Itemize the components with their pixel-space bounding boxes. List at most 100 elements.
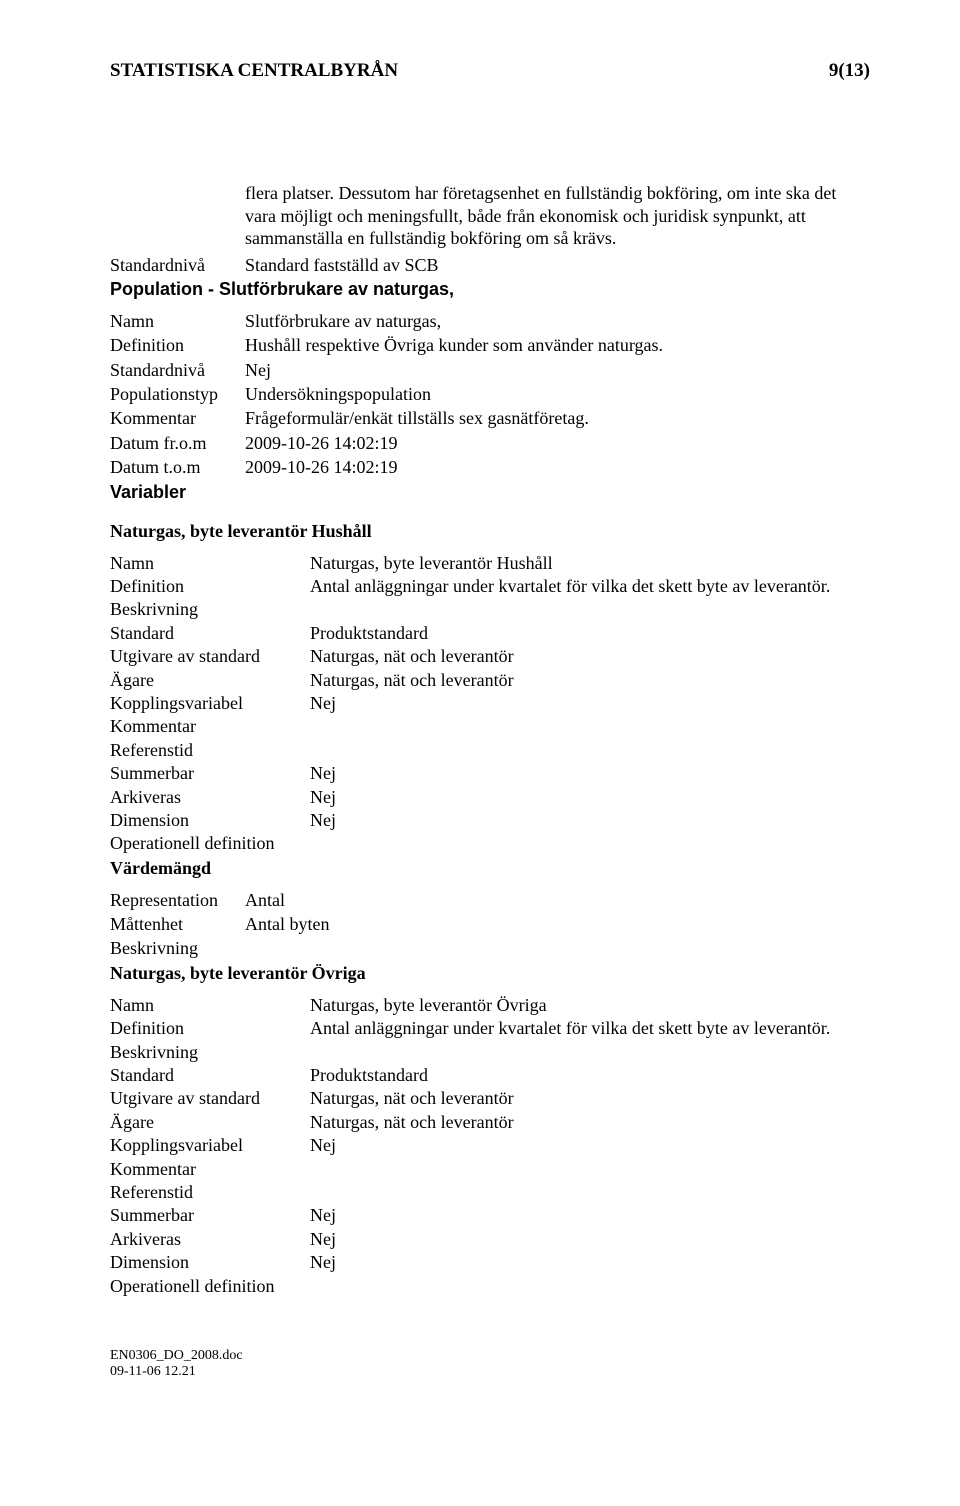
var1-kommentar: Kommentar	[110, 715, 870, 738]
org-name: STATISTISKA CENTRALBYRÅN	[110, 60, 398, 82]
row-kommentar: Kommentar Frågeformulär/enkät tillställs…	[110, 407, 870, 430]
label: Kommentar	[110, 1158, 310, 1181]
value: Slutförbrukare av naturgas,	[245, 310, 870, 333]
value: Nej	[310, 809, 870, 832]
variabler-heading: Variabler	[110, 482, 870, 503]
var2-beskrivning: Beskrivning	[110, 1041, 870, 1064]
value	[310, 832, 870, 855]
label: Standard	[110, 622, 310, 645]
var2-dimension: Dimension Nej	[110, 1251, 870, 1274]
page-header: STATISTISKA CENTRALBYRÅN 9(13)	[110, 60, 870, 82]
value: Naturgas, nät och leverantör	[310, 645, 870, 668]
var1-kopplingsvariabel: Kopplingsvariabel Nej	[110, 692, 870, 715]
row-standardniva: Standardnivå Standard fastställd av SCB	[110, 254, 870, 277]
row-namn: Namn Slutförbrukare av naturgas,	[110, 310, 870, 333]
label: Datum fr.o.m	[110, 432, 245, 455]
value: Antal anläggningar under kvartalet för v…	[310, 575, 870, 598]
label: Namn	[110, 994, 310, 1017]
value: Produktstandard	[310, 622, 870, 645]
vm1-representation: Representation Antal	[110, 889, 870, 912]
page-footer: EN0306_DO_2008.doc 09-11-06 12.21	[110, 1348, 870, 1380]
value: Nej	[310, 1204, 870, 1227]
footer-filename: EN0306_DO_2008.doc	[110, 1348, 870, 1364]
var2-summerbar: Summerbar Nej	[110, 1204, 870, 1227]
value: 2009-10-26 14:02:19	[245, 456, 870, 479]
value: Nej	[310, 1228, 870, 1251]
var2-operationell: Operationell definition	[110, 1275, 870, 1298]
value: 2009-10-26 14:02:19	[245, 432, 870, 455]
vardemangd-heading-1: Värdemängd	[110, 858, 870, 879]
value: Antal	[245, 889, 870, 912]
value: Naturgas, nät och leverantör	[310, 1087, 870, 1110]
var1-title: Naturgas, byte leverantör Hushåll	[110, 521, 870, 542]
value: Antal byten	[245, 913, 870, 936]
label: Kopplingsvariabel	[110, 692, 310, 715]
value: Undersökningspopulation	[245, 383, 870, 406]
value: Standard fastställd av SCB	[245, 254, 870, 277]
label: Utgivare av standard	[110, 1087, 310, 1110]
vm1-beskrivning: Beskrivning	[110, 937, 870, 960]
label: Referenstid	[110, 739, 310, 762]
row-populationstyp: Populationstyp Undersökningspopulation	[110, 383, 870, 406]
var1-arkiveras: Arkiveras Nej	[110, 786, 870, 809]
label: Definition	[110, 1017, 310, 1040]
var2-kommentar: Kommentar	[110, 1158, 870, 1181]
label: Arkiveras	[110, 786, 310, 809]
value	[310, 1041, 870, 1064]
value: Antal anläggningar under kvartalet för v…	[310, 1017, 870, 1040]
value: Naturgas, byte leverantör Övriga	[310, 994, 870, 1017]
value	[310, 739, 870, 762]
value	[310, 715, 870, 738]
label: Namn	[110, 310, 245, 333]
vm1-mattenhet: Måttenhet Antal byten	[110, 913, 870, 936]
var1-summerbar: Summerbar Nej	[110, 762, 870, 785]
var1-standard: Standard Produktstandard	[110, 622, 870, 645]
label: Utgivare av standard	[110, 645, 310, 668]
row-standardniva2: Standardnivå Nej	[110, 359, 870, 382]
label: Operationell definition	[110, 1275, 310, 1298]
value	[245, 937, 870, 960]
var1-dimension: Dimension Nej	[110, 809, 870, 832]
label: Datum t.o.m	[110, 456, 245, 479]
value	[310, 1275, 870, 1298]
value	[310, 598, 870, 621]
label: Beskrivning	[110, 1041, 310, 1064]
var2-standard: Standard Produktstandard	[110, 1064, 870, 1087]
label: Referenstid	[110, 1181, 310, 1204]
label: Operationell definition	[110, 832, 310, 855]
label: Kommentar	[110, 715, 310, 738]
footer-timestamp: 09-11-06 12.21	[110, 1364, 870, 1380]
label: Summerbar	[110, 1204, 310, 1227]
var2-definition: Definition Antal anläggningar under kvar…	[110, 1017, 870, 1040]
label: Populationstyp	[110, 383, 245, 406]
value	[310, 1158, 870, 1181]
var2-kopplingsvariabel: Kopplingsvariabel Nej	[110, 1134, 870, 1157]
label: Namn	[110, 552, 310, 575]
var1-agare: Ägare Naturgas, nät och leverantör	[110, 669, 870, 692]
row-datum-from: Datum fr.o.m 2009-10-26 14:02:19	[110, 432, 870, 455]
value: Nej	[310, 786, 870, 809]
value: Naturgas, nät och leverantör	[310, 669, 870, 692]
value	[310, 1181, 870, 1204]
value: Naturgas, byte leverantör Hushåll	[310, 552, 870, 575]
population-heading: Population - Slutförbrukare av naturgas,	[110, 279, 870, 300]
label: Representation	[110, 889, 245, 912]
var2-referenstid: Referenstid	[110, 1181, 870, 1204]
intro-paragraph: flera platser. Dessutom har företagsenhe…	[245, 182, 870, 250]
label: Beskrivning	[110, 598, 310, 621]
var1-definition: Definition Antal anläggningar under kvar…	[110, 575, 870, 598]
label: Standard	[110, 1064, 310, 1087]
label: Summerbar	[110, 762, 310, 785]
var2-agare: Ägare Naturgas, nät och leverantör	[110, 1111, 870, 1134]
value: Nej	[310, 762, 870, 785]
label: Arkiveras	[110, 1228, 310, 1251]
value: Nej	[310, 692, 870, 715]
var1-beskrivning: Beskrivning	[110, 598, 870, 621]
label: Dimension	[110, 809, 310, 832]
label: Standardnivå	[110, 254, 245, 277]
label: Måttenhet	[110, 913, 245, 936]
row-definition: Definition Hushåll respektive Övriga kun…	[110, 334, 870, 357]
value: Nej	[245, 359, 870, 382]
value: Nej	[310, 1251, 870, 1274]
label: Ägare	[110, 1111, 310, 1134]
